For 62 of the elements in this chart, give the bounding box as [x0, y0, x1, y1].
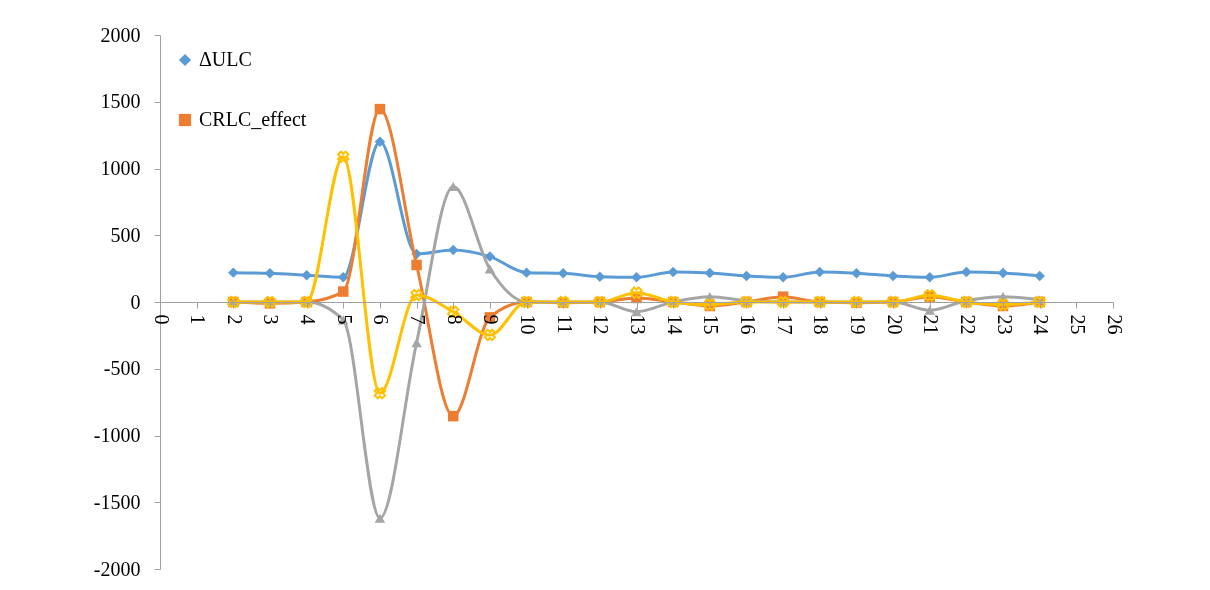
point: [411, 338, 422, 348]
point: [337, 150, 350, 163]
x-tick-label: 25: [1066, 314, 1089, 335]
point: [374, 136, 386, 148]
x-tick-label: 15: [700, 314, 723, 335]
point: [484, 264, 496, 274]
x-tick-label: 13: [627, 314, 649, 335]
x-tick-label: 7: [407, 314, 430, 325]
x-tick-label: 8: [443, 314, 466, 325]
point: [851, 267, 862, 279]
y-tick-label: 1000: [100, 157, 141, 179]
x-tick-label: 12: [590, 314, 613, 335]
x-tick-label: 20: [883, 314, 906, 335]
x-tick-label: 22: [956, 314, 979, 335]
point: [410, 288, 423, 302]
y-tick-label: -1500: [93, 490, 141, 513]
y-tick-label: 1500: [100, 90, 141, 113]
x-tick-label: 16: [736, 314, 759, 335]
legend-label: ΔULC: [199, 48, 252, 70]
x-tick-label: 24: [1030, 314, 1053, 335]
x-tick-label: 3: [260, 314, 283, 325]
x-tick-label: 6: [370, 314, 393, 325]
x-tick-label: 1: [187, 314, 210, 325]
x-tick-label: 11: [553, 314, 576, 334]
x-tick-label: 14: [663, 314, 686, 335]
y-tick-label: -500: [103, 357, 141, 380]
x-tick-label: 26: [1103, 314, 1126, 335]
point: [924, 272, 935, 283]
point: [924, 305, 935, 315]
point: [741, 270, 752, 282]
x-tick-label: 23: [993, 314, 1016, 335]
point: [630, 286, 643, 299]
point: [521, 267, 532, 278]
point: [338, 272, 349, 283]
y-tick-label: -2000: [93, 557, 141, 580]
point: [374, 513, 386, 523]
x-tick-label: 9: [480, 314, 503, 325]
point: [338, 286, 349, 297]
point: [631, 307, 642, 317]
x-tick-label: 21: [920, 314, 943, 335]
x-tick-label: 19: [846, 314, 869, 335]
y-tick-label: -1000: [93, 424, 141, 446]
x-tick-label: 17: [773, 314, 796, 335]
point: [447, 410, 459, 422]
point: [228, 267, 239, 278]
x-tick-label: 10: [517, 314, 540, 335]
x-tick-label: 0: [150, 314, 173, 325]
point: [374, 103, 386, 115]
legend-label: CRLC_effect: [199, 108, 307, 130]
y-tick-label: 500: [110, 223, 141, 246]
x-tick-label: 5: [333, 314, 356, 325]
point: [1034, 270, 1045, 282]
point: [483, 328, 497, 342]
x-tick-label: 18: [810, 314, 833, 335]
y-tick-label: 2000: [100, 23, 141, 46]
x-tick-label: 2: [223, 314, 246, 325]
point: [631, 272, 642, 283]
point: [373, 386, 387, 400]
x-tick-label: 4: [297, 314, 320, 325]
point: [961, 266, 972, 278]
point: [411, 259, 422, 271]
point: [301, 270, 312, 281]
